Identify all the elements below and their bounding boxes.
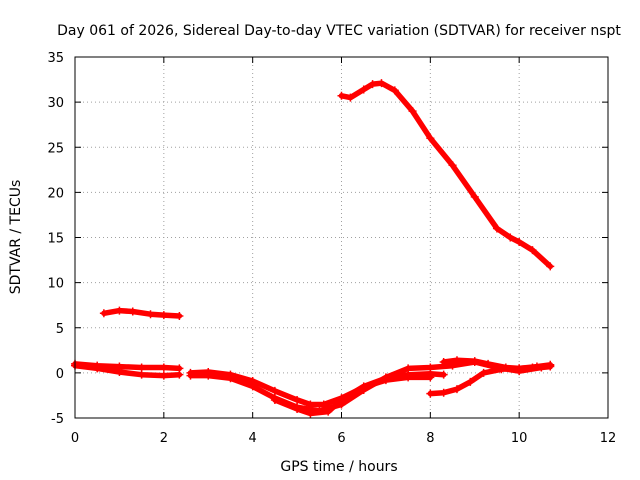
data-point (159, 363, 168, 372)
data-point (546, 262, 555, 271)
data-point (204, 371, 213, 380)
data-point (452, 356, 461, 365)
data-layer (71, 79, 555, 418)
series-track-f (270, 369, 448, 418)
data-point (377, 79, 386, 88)
data-point (293, 404, 302, 413)
data-point (501, 363, 510, 372)
x-tick-label: 0 (71, 431, 79, 446)
data-point (306, 409, 315, 418)
data-point (452, 385, 461, 394)
y-tick-label: 35 (47, 51, 64, 66)
x-tick-label: 4 (249, 431, 257, 446)
y-tick-label: 20 (47, 186, 64, 201)
data-point (439, 370, 448, 379)
y-tick-label: -5 (51, 412, 64, 427)
y-tick-label: 5 (56, 322, 64, 337)
data-point (337, 395, 346, 404)
data-point (492, 224, 501, 233)
data-point (186, 371, 195, 380)
data-point (390, 86, 399, 95)
data-point (175, 312, 184, 321)
series-trace (272, 371, 447, 417)
data-point (248, 382, 257, 391)
chart-title: Day 061 of 2026, Sidereal Day-to-day VTE… (57, 23, 621, 39)
y-tick-label: 0 (56, 367, 64, 382)
data-point (426, 389, 435, 398)
data-point (293, 395, 302, 404)
data-point (515, 364, 524, 373)
x-tick-label: 8 (426, 431, 434, 446)
data-point (359, 85, 368, 94)
y-tick-label: 10 (47, 277, 64, 292)
data-point (337, 91, 346, 100)
data-point (159, 311, 168, 320)
data-point (115, 306, 124, 315)
data-point (466, 377, 475, 386)
data-point (270, 395, 279, 404)
data-point (137, 370, 146, 379)
data-point (175, 370, 184, 379)
data-point (359, 382, 368, 391)
data-point (532, 362, 541, 371)
data-point (408, 107, 417, 116)
data-point (93, 364, 102, 373)
y-tick-label: 30 (47, 96, 64, 111)
data-point (426, 134, 435, 143)
data-point (484, 359, 493, 368)
data-point (381, 374, 390, 383)
data-point (479, 368, 488, 377)
data-point (439, 388, 448, 397)
series-track-c (99, 306, 184, 321)
data-point (270, 386, 279, 395)
y-axis-label: SDTVAR / TECUs (8, 180, 24, 295)
x-tick-label: 6 (337, 431, 345, 446)
data-point (146, 310, 155, 319)
data-point (324, 407, 333, 416)
y-tick-label: 25 (47, 141, 64, 156)
x-axis-label: GPS time / hours (280, 459, 397, 475)
data-point (470, 192, 479, 201)
series-track-h (439, 356, 555, 373)
data-point (426, 369, 435, 378)
data-point (368, 80, 377, 89)
data-point (546, 360, 555, 369)
x-tick-label: 10 (511, 431, 528, 446)
tick-labels: 0 2 4 6 8 10 12 -5 0 5 10 15 20 25 30 35 (47, 51, 616, 446)
data-point (404, 370, 413, 379)
series-track-b (71, 361, 184, 380)
data-point (226, 374, 235, 383)
data-point (99, 309, 108, 318)
data-point (448, 161, 457, 170)
x-tick-label: 12 (600, 431, 617, 446)
data-point (346, 93, 355, 102)
series-track-i (337, 79, 555, 271)
tick-marks (74, 56, 609, 419)
data-point (470, 357, 479, 366)
x-tick-label: 2 (160, 431, 168, 446)
data-point (137, 363, 146, 372)
data-point (128, 307, 137, 316)
y-tick-label: 15 (47, 232, 64, 247)
data-point (439, 358, 448, 367)
data-point (159, 371, 168, 380)
data-point (528, 246, 537, 255)
data-point (506, 233, 515, 242)
data-point (515, 238, 524, 247)
data-point (115, 367, 124, 376)
